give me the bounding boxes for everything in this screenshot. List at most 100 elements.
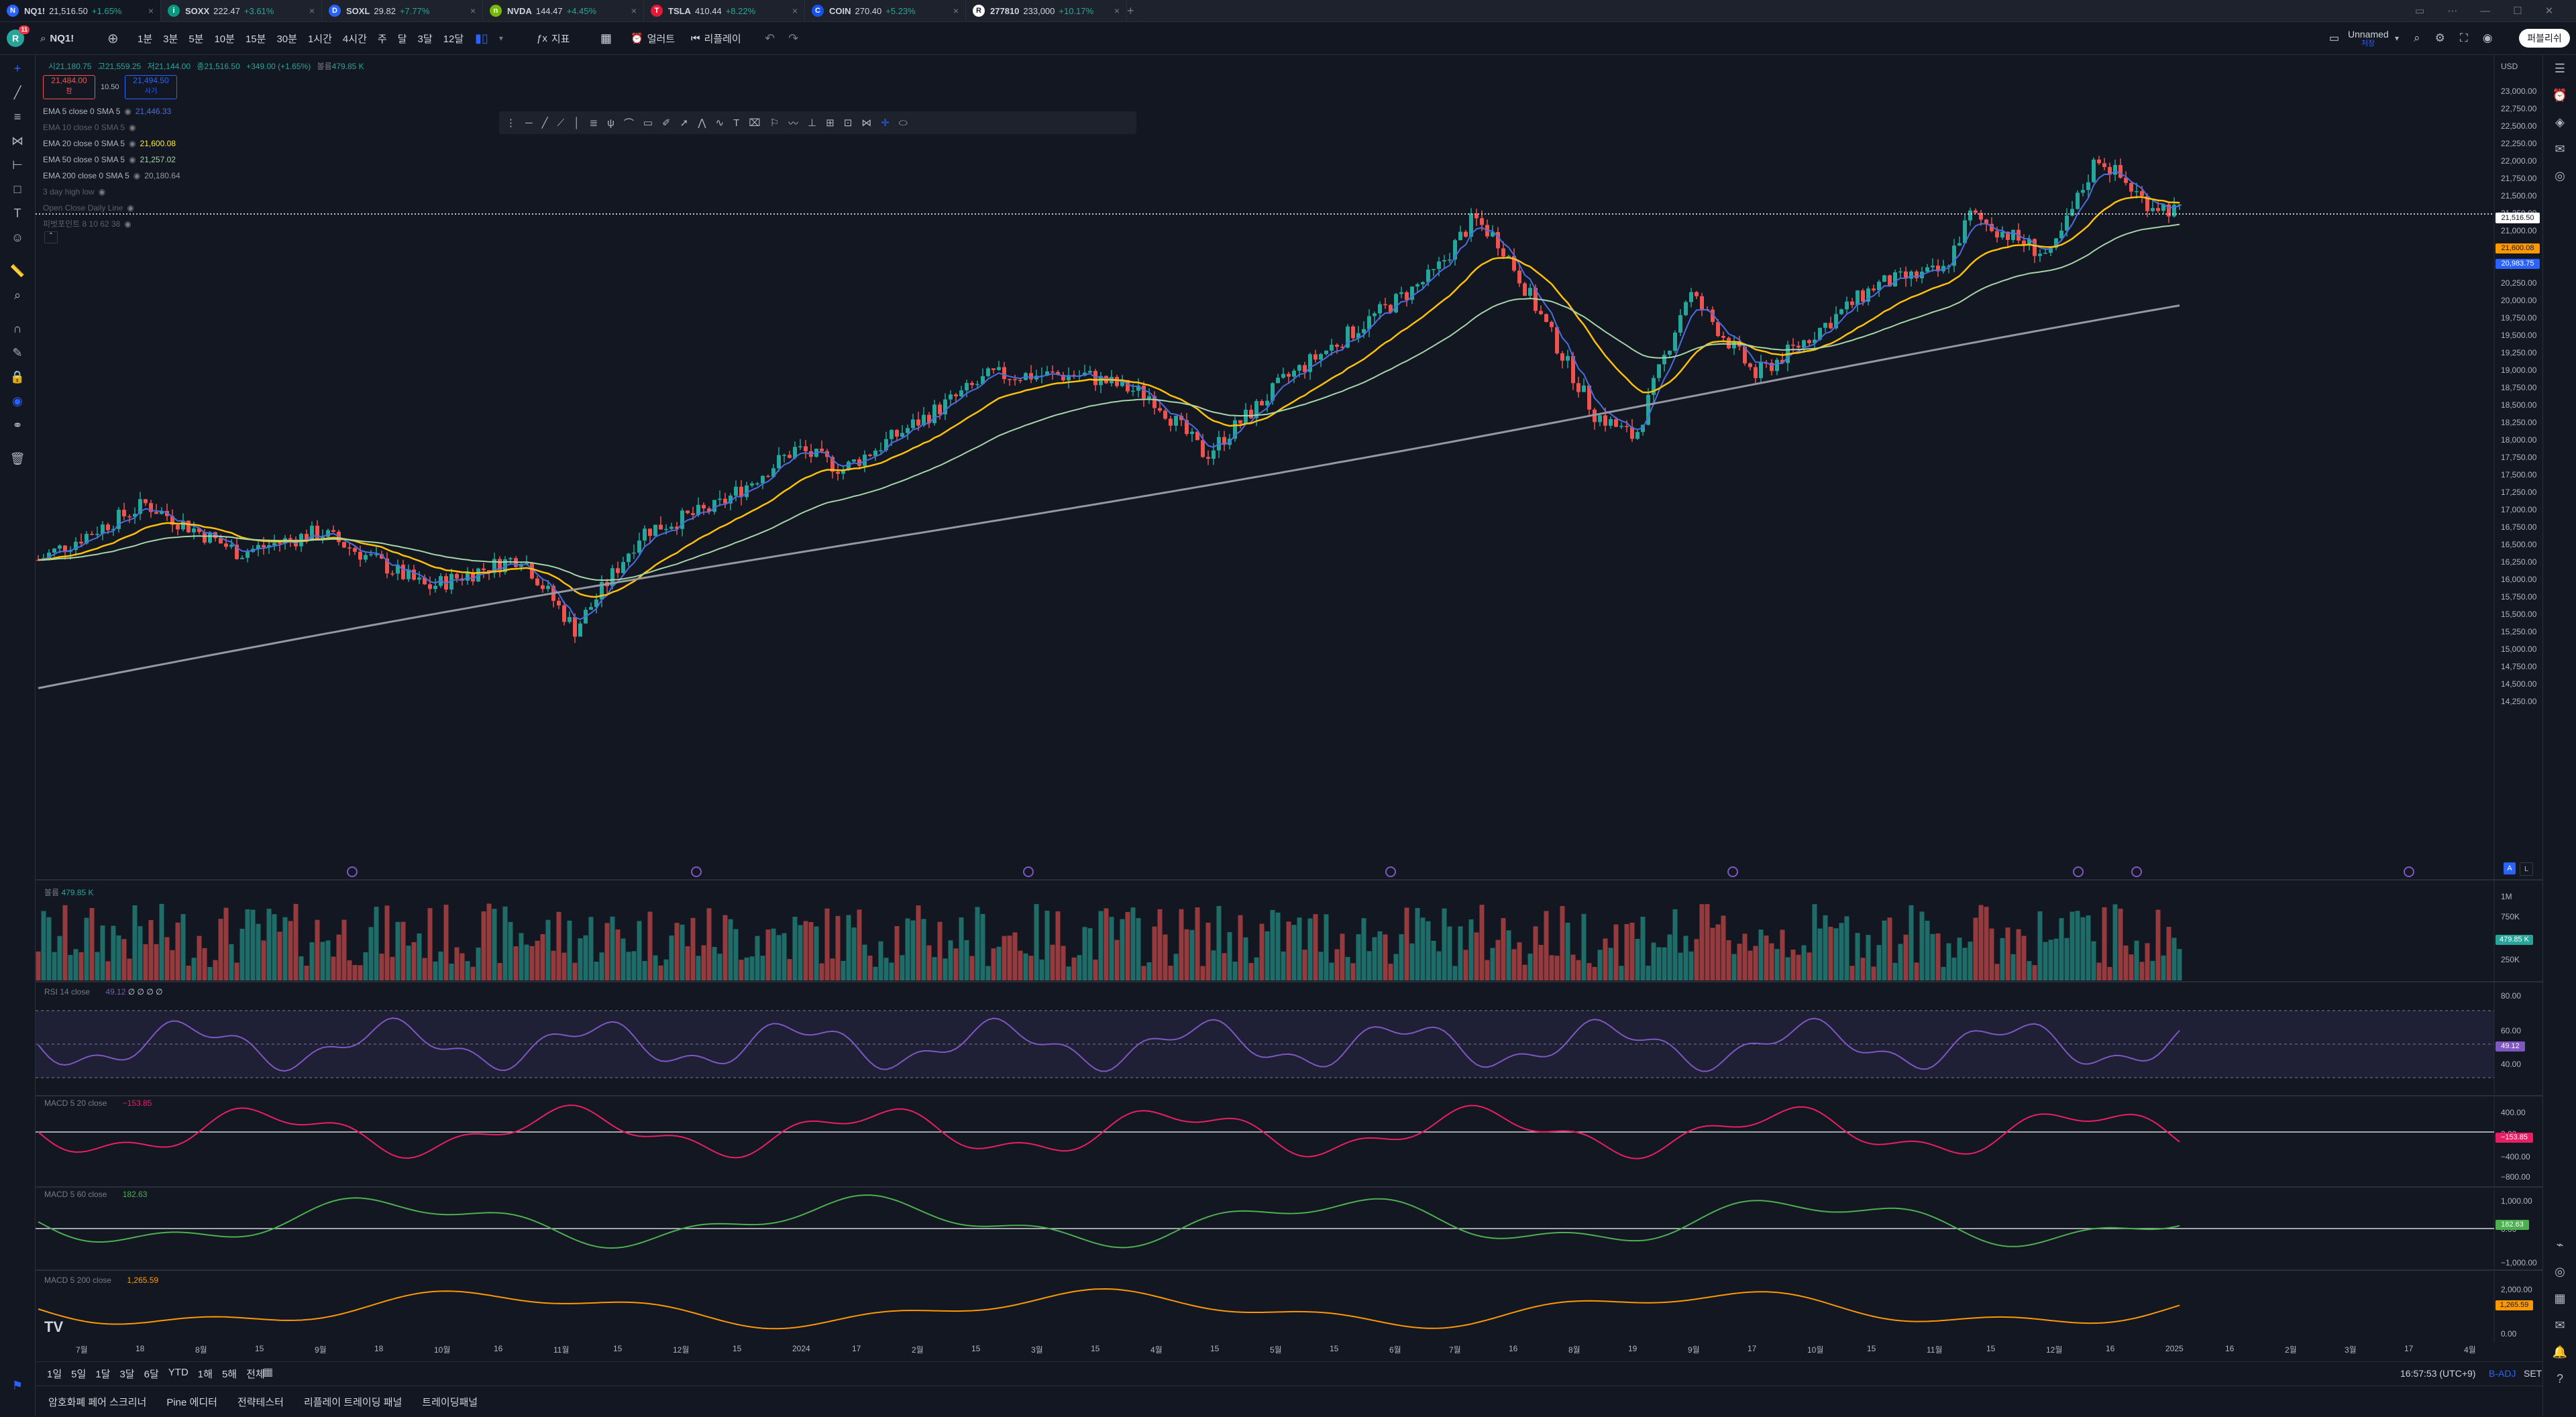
range-3[interactable]: 3달 bbox=[119, 1369, 135, 1380]
visibility-icon[interactable]: ◉ bbox=[98, 187, 106, 196]
range-2[interactable]: 1달 bbox=[95, 1369, 111, 1380]
bell-icon[interactable]: 🔔 bbox=[2552, 1345, 2568, 1359]
alert-button[interactable]: ⏰ 얼러트 bbox=[631, 33, 676, 45]
range-7[interactable]: 5해 bbox=[221, 1369, 237, 1380]
range-8[interactable]: 전체 bbox=[246, 1369, 265, 1380]
polyline-icon[interactable]: ⋀ bbox=[698, 117, 706, 129]
callout-icon[interactable]: ⌧ bbox=[749, 117, 761, 129]
tab-277810[interactable]: R 277810 233,000 +10.17% × bbox=[966, 0, 1127, 21]
interval-9[interactable]: 달 bbox=[397, 33, 407, 45]
indicator-legend-item[interactable]: EMA 5 close 0 SMA 5 ◉ 21,446.33 bbox=[43, 107, 172, 116]
path-icon[interactable]: ⌒ bbox=[623, 117, 634, 129]
pitchfork-icon[interactable]: ψ bbox=[607, 117, 614, 129]
indicator-legend-item[interactable]: Open Close Daily Line ◉ bbox=[43, 203, 134, 213]
magnet-icon[interactable]: ∩ bbox=[13, 321, 22, 335]
channel-icon[interactable]: ≣ bbox=[589, 117, 598, 129]
indicator-legend-item[interactable]: EMA 50 close 0 SMA 5 ◉ 21,257.02 bbox=[43, 155, 176, 164]
bottom-tab-1[interactable]: Pine 에디터 bbox=[166, 1397, 217, 1408]
interval-6[interactable]: 1시간 bbox=[307, 33, 332, 45]
interval-0[interactable]: 1분 bbox=[138, 33, 153, 45]
publish-button[interactable]: 퍼블리쉬 bbox=[2519, 29, 2570, 48]
shapes-icon[interactable]: □ bbox=[13, 182, 21, 196]
pattern-icon[interactable]: ⋈ bbox=[11, 133, 23, 148]
pencil-lock-icon[interactable]: ✎ bbox=[12, 345, 23, 359]
flag-icon[interactable]: ⚐ bbox=[769, 117, 780, 129]
notifications-icon[interactable]: ✉ bbox=[2555, 1318, 2565, 1332]
close-tab-icon[interactable]: × bbox=[953, 5, 959, 16]
object-tree-icon[interactable]: ⚑ bbox=[11, 1378, 23, 1392]
bottom-tab-4[interactable]: 트레이딩패널 bbox=[422, 1397, 478, 1408]
layout-toggle-icon[interactable]: ▭ bbox=[2329, 33, 2340, 44]
range-5[interactable]: YTD bbox=[168, 1367, 189, 1378]
fib-icon[interactable]: ≡ bbox=[13, 109, 21, 123]
help-icon[interactable]: ? bbox=[2556, 1371, 2563, 1385]
watchlist-icon[interactable]: ☰ bbox=[2554, 61, 2566, 75]
chevron-down-icon[interactable]: ▾ bbox=[498, 34, 503, 43]
replay-button[interactable]: ⏮ 리플레이 bbox=[691, 32, 741, 45]
hline-icon[interactable]: ─ bbox=[525, 117, 533, 129]
avatar[interactable]: R 11 bbox=[7, 22, 30, 54]
text-icon[interactable]: T bbox=[13, 206, 21, 220]
eraser-icon[interactable]: ⬭ bbox=[898, 117, 908, 129]
trash-icon[interactable]: 🗑 bbox=[9, 451, 25, 465]
new-tab-button[interactable]: + bbox=[1127, 4, 1134, 17]
arrow-icon[interactable]: ➚ bbox=[680, 117, 689, 129]
visibility-icon[interactable]: ◉ bbox=[124, 219, 131, 229]
emoji-icon[interactable]: ☺ bbox=[11, 230, 24, 244]
range-4[interactable]: 6달 bbox=[144, 1369, 159, 1380]
interval-1[interactable]: 3분 bbox=[163, 33, 178, 45]
redo-icon[interactable]: ↷ bbox=[788, 31, 799, 45]
visibility-icon[interactable]: ◉ bbox=[129, 155, 136, 164]
lock-icon[interactable]: 🔒 bbox=[9, 370, 25, 384]
layout-name[interactable]: Unnamed 저장 bbox=[2348, 29, 2389, 48]
interval-3[interactable]: 10분 bbox=[214, 33, 235, 45]
visibility-icon[interactable]: ◉ bbox=[129, 123, 136, 132]
interval-8[interactable]: 주 bbox=[377, 33, 387, 45]
set-button[interactable]: SET bbox=[2524, 1368, 2542, 1379]
visibility-icon[interactable]: ◉ bbox=[133, 171, 141, 180]
camera-icon[interactable]: ◉ bbox=[2482, 32, 2493, 44]
interval-11[interactable]: 12달 bbox=[443, 33, 464, 45]
chart-area[interactable] bbox=[36, 55, 2542, 1356]
indicator-legend-item[interactable]: 3 day high low ◉ bbox=[43, 187, 106, 196]
close-tab-icon[interactable]: × bbox=[148, 5, 154, 16]
symbol-search[interactable]: ⌕ NQ1! bbox=[40, 32, 74, 44]
undo-icon[interactable]: ↶ bbox=[765, 31, 775, 45]
auto-scale-button[interactable]: A bbox=[2504, 862, 2516, 874]
tab-soxl[interactable]: D SOXL 29.82 +7.77% × bbox=[322, 0, 483, 21]
interval-2[interactable]: 5분 bbox=[189, 33, 204, 45]
vline-icon[interactable]: │ bbox=[574, 117, 580, 129]
close-tab-icon[interactable]: × bbox=[631, 5, 637, 16]
drag-handle-icon[interactable]: ⋮ bbox=[506, 117, 516, 129]
trend-line-icon[interactable]: ╱ bbox=[13, 85, 21, 99]
quick-search-icon[interactable]: ⌕ bbox=[2414, 32, 2420, 44]
text-tool-icon[interactable]: T bbox=[733, 117, 740, 129]
wave-icon[interactable]: 〰 bbox=[788, 117, 799, 129]
interval-7[interactable]: 4시간 bbox=[342, 33, 367, 45]
ruler-icon[interactable]: 📏 bbox=[9, 264, 25, 278]
settings-gear-icon[interactable]: ⚙ bbox=[2434, 32, 2445, 44]
time-axis[interactable]: 7월 18 8월 15 9월 18 10월 16 11월 15 12월 15 2024 17 2월 15 3월 1… bbox=[36, 1343, 2494, 1357]
bottom-tab-3[interactable]: 리플레이 트레이딩 패널 bbox=[303, 1397, 402, 1408]
collapse-legend-button[interactable]: ⌃ bbox=[44, 231, 58, 243]
indicator-legend-item[interactable]: EMA 10 close 0 SMA 5 ◉ bbox=[43, 123, 136, 132]
chat-icon[interactable]: ✉ bbox=[2555, 141, 2565, 156]
cursor-icon[interactable]: ✛ bbox=[881, 117, 890, 129]
close-tab-icon[interactable]: × bbox=[470, 5, 476, 16]
projection-icon[interactable]: ⊢ bbox=[12, 158, 23, 172]
ray-icon[interactable]: ╱ bbox=[541, 117, 548, 129]
close-icon[interactable]: ✕ bbox=[2544, 5, 2554, 17]
link-icon[interactable]: ⚭ bbox=[12, 418, 23, 432]
indicator-legend-item[interactable]: 피벗포인트 8 10 62 38 ◉ bbox=[43, 219, 131, 229]
tab-tsla[interactable]: T TSLA 410.44 +8.22% × bbox=[644, 0, 805, 21]
adj-button[interactable]: B-ADJ bbox=[2489, 1368, 2516, 1379]
curve-icon[interactable]: ∿ bbox=[715, 117, 724, 129]
interval-5[interactable]: 30분 bbox=[276, 33, 297, 45]
close-tab-icon[interactable]: × bbox=[792, 5, 798, 16]
zoom-icon[interactable]: ⌕ bbox=[13, 288, 21, 302]
bottom-tab-0[interactable]: 암호화폐 페어 스크리너 bbox=[48, 1397, 147, 1408]
indicator-legend-item[interactable]: EMA 20 close 0 SMA 5 ◉ 21,600.08 bbox=[43, 139, 176, 148]
minimize-icon[interactable]: — bbox=[2480, 5, 2491, 17]
alerts-icon[interactable]: ⏰ bbox=[2552, 88, 2568, 102]
interval-10[interactable]: 3달 bbox=[417, 33, 433, 45]
